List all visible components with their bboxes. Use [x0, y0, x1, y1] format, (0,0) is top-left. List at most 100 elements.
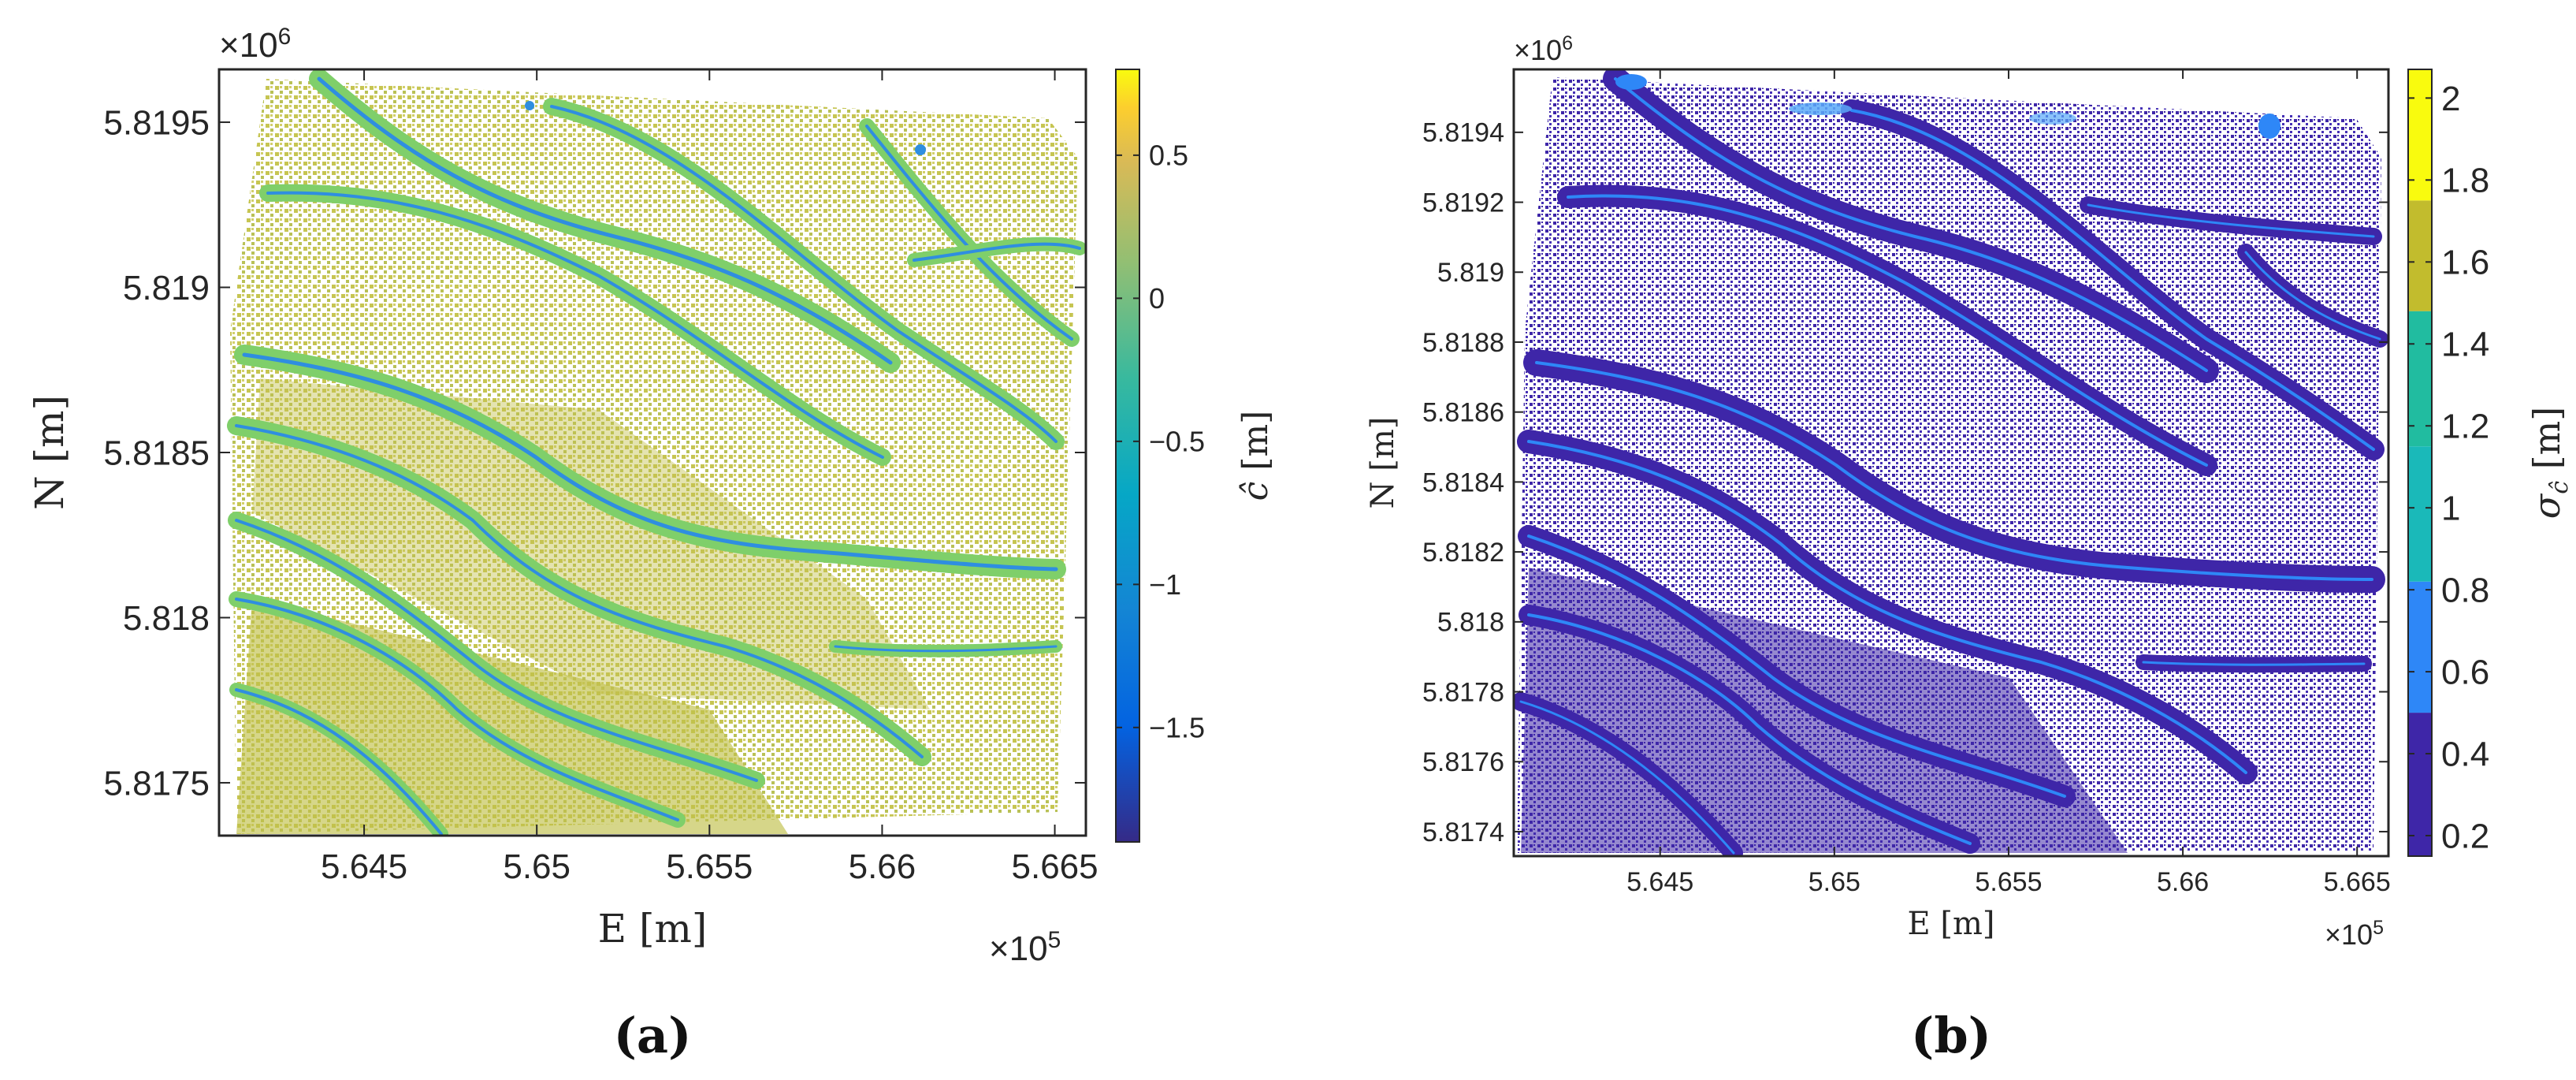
channel-a-5-center	[913, 242, 1081, 262]
detail-blue-spot-a2	[525, 101, 534, 110]
x-tick-label: 5.655	[1975, 867, 2042, 897]
x-tick-label: 5.65	[1808, 867, 1860, 897]
x-tick-label: 5.66	[2157, 867, 2209, 897]
x-tick-label: 5.645	[1626, 867, 1693, 897]
detail-blue-patch-b1	[1615, 74, 1647, 90]
colorbar-band	[2408, 713, 2432, 856]
colorbar-a	[1115, 69, 1140, 843]
channels-b	[1514, 69, 2388, 856]
channel-a-9-center	[235, 598, 679, 821]
colorbar-tick-label: 0	[1149, 282, 1165, 315]
channel-b-3-center	[1850, 109, 2375, 451]
y-tick-label: 5.8186	[1422, 398, 1504, 428]
detail-blue-spot-a1	[915, 144, 926, 155]
x-tick-label: 5.655	[666, 847, 753, 886]
channel-a-4-center	[865, 125, 1073, 341]
channel-a-11-center	[834, 645, 1058, 653]
y-tick-label: 5.8175	[103, 764, 210, 803]
y-tick-label: 5.8188	[1422, 328, 1504, 358]
y-tick-label: 5.8192	[1422, 188, 1504, 218]
x-label-a: E [m]	[598, 906, 708, 952]
y-tick-label: 5.818	[123, 599, 210, 638]
y-label-b: N [m]	[1365, 417, 1401, 509]
channel-b-4-center	[2087, 203, 2375, 238]
axes-frame-b	[1512, 68, 2390, 858]
colorbar-tick-label: 2	[2441, 80, 2460, 118]
x-exponent-b: ×105	[2325, 917, 2384, 951]
colorbar-tick-label: 1	[2441, 490, 2460, 528]
colorbar-tick-label: 1.4	[2441, 326, 2489, 364]
x-tick-label: 5.66	[849, 847, 916, 886]
x-tick-label: 5.665	[2324, 867, 2391, 897]
y-tick-label: 5.819	[123, 269, 210, 307]
channel-b-9-center	[1527, 613, 1972, 845]
colorbar-tick-label: 0.6	[2441, 653, 2489, 691]
y-label-a: N [m]	[27, 395, 72, 510]
colorbar-ticks-a: 0.5 0 −0.5 −1 −1.5	[1116, 139, 1205, 743]
colorbar-b	[2407, 69, 2433, 857]
colorbar-tick-label: −1	[1149, 568, 1181, 601]
channel-a-1-center	[317, 76, 893, 365]
x-tick-label: 5.645	[321, 847, 407, 886]
colorbar-band	[2408, 69, 2432, 201]
channel-b-6-center	[1535, 361, 2373, 581]
panel-label-b: (b)	[1911, 1007, 1991, 1064]
colorbar-tick-label: −0.5	[1149, 425, 1205, 457]
channel-a-7-center	[235, 424, 924, 758]
channel-a-6-center	[242, 352, 1058, 572]
colorbar-tick-label: 0.8	[2441, 572, 2489, 610]
colorbar-frame	[2407, 69, 2433, 857]
channel-a-8-center	[235, 519, 758, 782]
colorbar-tick-label: 1.2	[2441, 408, 2489, 446]
y-tick-label: 5.8176	[1422, 747, 1504, 777]
channel-b-1-center	[1614, 77, 2208, 372]
y-tick-label: 5.8174	[1422, 817, 1504, 847]
x-tick-label: 5.65	[503, 847, 571, 886]
y-tick-label: 5.8182	[1422, 538, 1504, 568]
channel-a-2-center	[266, 191, 884, 459]
x-tick-label: 5.665	[1012, 847, 1098, 886]
colorbar-tick-label: −1.5	[1149, 711, 1205, 743]
colorbar-tick-label: 0.4	[2441, 735, 2489, 773]
y-exponent-b: ×106	[1514, 32, 1573, 66]
colorbar-tick-label: 1.8	[2441, 162, 2489, 200]
colorbar-ticks-b: 2 1.8 1.6 1.4 1.2 1 0.8 0.6 0.4 0.2	[2408, 80, 2489, 855]
colorbar-tick-label: 0.2	[2441, 817, 2489, 855]
colorbar-band	[2408, 446, 2432, 582]
y-tick-label: 5.8185	[103, 434, 210, 472]
point-cloud-dense-a2	[252, 378, 930, 709]
x-exponent-a: ×105	[989, 927, 1061, 968]
colorbar-band	[2408, 581, 2432, 713]
channel-b-8-center	[1527, 534, 2066, 798]
y-exponent-a: ×106	[219, 24, 291, 65]
channel-b-7-center	[1527, 440, 2247, 774]
panel-b: 5.645 5.65 5.655 5.66 5.665 5.8174 5.8176 5.817…	[1365, 32, 2574, 1064]
detail-blue-patch-b4	[2029, 112, 2076, 125]
panel-label-a: (a)	[614, 1007, 692, 1064]
colorbar-band	[2408, 311, 2432, 447]
y-tick-label: 5.8195	[103, 103, 210, 142]
y-tick-label: 5.818	[1437, 608, 1504, 638]
detail-blue-patch-b2	[1789, 102, 1852, 115]
colorbar-label-a: ĉ [m]	[1236, 411, 1276, 501]
panel-a: 5.645 5.65 5.655 5.66 5.665 5.8175 5.818 5.8185…	[27, 24, 1276, 1064]
y-tick-label: 5.8178	[1422, 677, 1504, 707]
ticks-b: 5.645 5.65 5.655 5.66 5.665 5.8174 5.8176 5.817…	[1422, 69, 2391, 897]
colorbar-band	[2408, 200, 2432, 311]
channel-a-10-center	[235, 688, 443, 836]
colorbar-tick-label: 1.6	[2441, 244, 2489, 282]
detail-blue-patch-b3	[2258, 114, 2280, 139]
channel-b-2-center	[1567, 194, 2208, 467]
channels-a	[227, 69, 1086, 836]
colorbar-tick-label: 0.5	[1149, 139, 1188, 171]
channel-a-3-center	[550, 105, 1058, 443]
y-tick-label: 5.8194	[1422, 118, 1504, 148]
channel-b-5-center	[2244, 251, 2381, 341]
y-tick-label: 5.8184	[1422, 467, 1504, 497]
point-cloud-dense-a	[236, 599, 788, 834]
channel-b-10-center	[1519, 700, 1735, 855]
channel-b-11-center	[2142, 661, 2366, 666]
y-tick-label: 5.819	[1437, 258, 1504, 288]
x-label-b: E [m]	[1907, 906, 1994, 942]
ticks-a: 5.645 5.65 5.655 5.66 5.665 5.8175 5.818 5.8185…	[103, 69, 1098, 886]
